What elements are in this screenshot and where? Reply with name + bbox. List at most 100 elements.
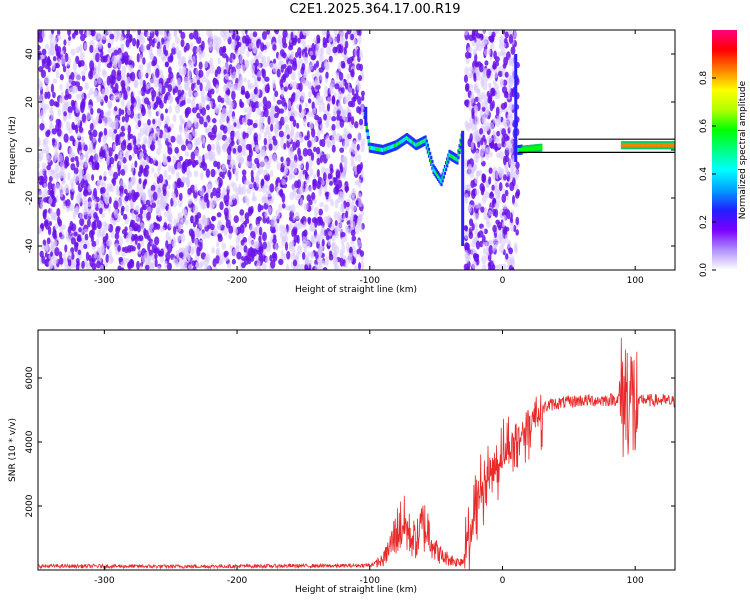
noise-dot (50, 190, 55, 200)
noise-dot (124, 112, 130, 123)
noise-dot (43, 183, 47, 189)
noise-dot (320, 225, 325, 236)
noise-dot (103, 175, 107, 181)
noise-dot (148, 228, 153, 237)
noise-dot (237, 41, 242, 48)
noise-dot (325, 71, 329, 79)
noise-dot (264, 84, 270, 94)
noise-dot (224, 141, 229, 150)
noise-dot (464, 249, 469, 260)
noise-dot (45, 145, 49, 155)
noise-dot (464, 83, 470, 92)
noise-dot (244, 34, 250, 45)
noise-dot (474, 213, 479, 221)
noise-dot (183, 209, 188, 219)
noise-dot (312, 198, 317, 205)
noise-dot (142, 57, 146, 65)
noise-dot (78, 227, 82, 233)
noise-dot (114, 232, 120, 240)
signal-core (366, 132, 369, 137)
noise-dot (102, 55, 108, 63)
noise-dot (146, 31, 150, 39)
signal-core (448, 152, 451, 157)
noise-dot (52, 257, 59, 265)
noise-dot (128, 154, 132, 161)
noise-dot (501, 67, 506, 78)
noise-dot (331, 242, 337, 251)
noise-dot (96, 246, 101, 254)
noise-dot (504, 140, 510, 151)
noise-dot (340, 236, 345, 246)
noise-dot (157, 143, 163, 150)
signal-core (370, 146, 374, 150)
noise-dot (99, 207, 103, 215)
noise-dot (303, 203, 309, 211)
noise-dot (515, 216, 520, 226)
noise-dot (118, 92, 122, 101)
signal-core (637, 143, 640, 148)
noise-dot (481, 116, 485, 124)
colorbar-tick-label: 0.8 (699, 71, 709, 86)
noise-dot (212, 187, 217, 197)
noise-dot (247, 84, 252, 90)
noise-dot (152, 191, 158, 201)
noise-dot (59, 97, 63, 104)
noise-dot (479, 62, 484, 73)
signal-core (441, 175, 444, 180)
noise-dot (102, 116, 108, 126)
noise-dot (188, 228, 194, 237)
noise-dot (345, 201, 350, 208)
noise-dot (46, 91, 51, 99)
noise-dot (220, 192, 224, 200)
noise-dot (346, 73, 351, 80)
noise-dot (488, 30, 492, 37)
x-tick-label: -200 (227, 276, 248, 286)
noise-dot (178, 252, 184, 259)
noise-dot (185, 106, 192, 115)
noise-dot (464, 231, 469, 240)
noise-dot (292, 215, 296, 221)
noise-dot (250, 249, 256, 258)
noise-dot (209, 63, 215, 74)
noise-dot (281, 192, 286, 203)
noise-dot (59, 192, 64, 198)
noise-dot (101, 32, 107, 41)
noise-dot (102, 70, 108, 78)
noise-dot (100, 264, 104, 270)
noise-dot (293, 160, 298, 169)
noise-dot (154, 236, 160, 246)
noise-dot (293, 166, 298, 174)
noise-dot (313, 63, 317, 71)
noise-dot (139, 265, 143, 270)
noise-dot (122, 213, 128, 220)
noise-dot (75, 105, 80, 114)
noise-dot (41, 162, 47, 172)
noise-dot (232, 84, 237, 92)
signal-core (365, 125, 368, 130)
noise-dot (172, 155, 177, 164)
noise-dot (291, 37, 297, 46)
signal-core (443, 167, 447, 172)
noise-dot (163, 127, 168, 135)
noise-dot (139, 164, 144, 174)
noise-dot (187, 143, 192, 151)
noise-dot (346, 242, 350, 252)
noise-dot (356, 239, 362, 248)
noise-dot (149, 157, 154, 165)
noise-dot (241, 30, 245, 36)
noise-dot (172, 82, 176, 89)
noise-dot (203, 121, 208, 128)
signal-core (646, 143, 649, 148)
noise-dot (254, 137, 259, 146)
noise-dot (242, 64, 246, 74)
noise-dot (290, 93, 296, 103)
noise-dot (38, 190, 44, 200)
noise-dot (497, 70, 503, 78)
noise-dot (239, 209, 245, 216)
noise-dot (184, 219, 189, 226)
noise-dot (334, 83, 340, 90)
noise-dot (184, 245, 190, 251)
noise-dot (110, 121, 116, 130)
noise-dot (113, 49, 119, 56)
